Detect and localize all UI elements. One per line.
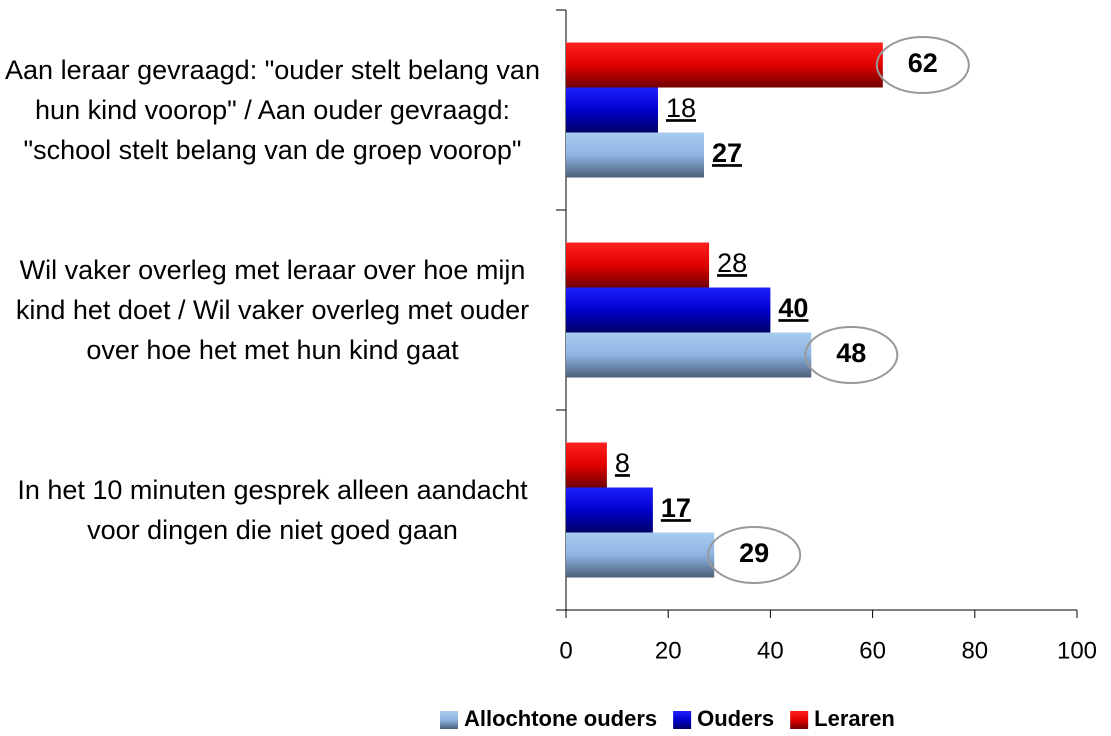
x-tick-label: 0 — [559, 637, 572, 664]
x-tick-label: 80 — [961, 637, 988, 664]
data-label: 28 — [717, 248, 747, 278]
x-tick-label: 100 — [1057, 637, 1097, 664]
highlight-ellipse — [804, 326, 899, 384]
legend-label: Allochtone ouders — [464, 706, 657, 731]
data-label: 48 — [836, 338, 866, 368]
legend-label: Leraren — [814, 706, 895, 731]
data-label: 40 — [778, 293, 808, 323]
data-label: 18 — [666, 93, 696, 123]
legend-label: Ouders — [697, 706, 774, 731]
data-label: 62 — [908, 48, 938, 78]
x-tick-label: 40 — [757, 637, 784, 664]
x-tick-label: 20 — [655, 637, 682, 664]
category-label: In het 10 minuten gesprek alleen aandach… — [17, 475, 528, 545]
bar — [566, 487, 653, 533]
legend-swatch — [790, 711, 809, 729]
category-label: Wil vaker overleg met leraar over hoe mi… — [15, 255, 530, 365]
legend-swatch — [673, 711, 692, 729]
highlight-ellipse — [875, 36, 970, 94]
bar — [566, 442, 607, 488]
data-label: 17 — [661, 493, 691, 523]
data-label: 27 — [712, 138, 742, 168]
bar — [566, 87, 658, 133]
bar — [566, 332, 812, 378]
highlight-ellipse — [707, 526, 802, 584]
bar — [566, 132, 704, 178]
data-label: 29 — [739, 538, 769, 568]
data-label: 8 — [615, 448, 630, 478]
bar — [566, 287, 771, 333]
legend-swatch — [440, 711, 458, 729]
x-tick-label: 60 — [859, 637, 886, 664]
bar — [566, 532, 715, 578]
category-label: Aan leraar gevraagd: "ouder stelt belang… — [5, 55, 540, 165]
bar — [566, 42, 883, 88]
bar — [566, 242, 710, 288]
